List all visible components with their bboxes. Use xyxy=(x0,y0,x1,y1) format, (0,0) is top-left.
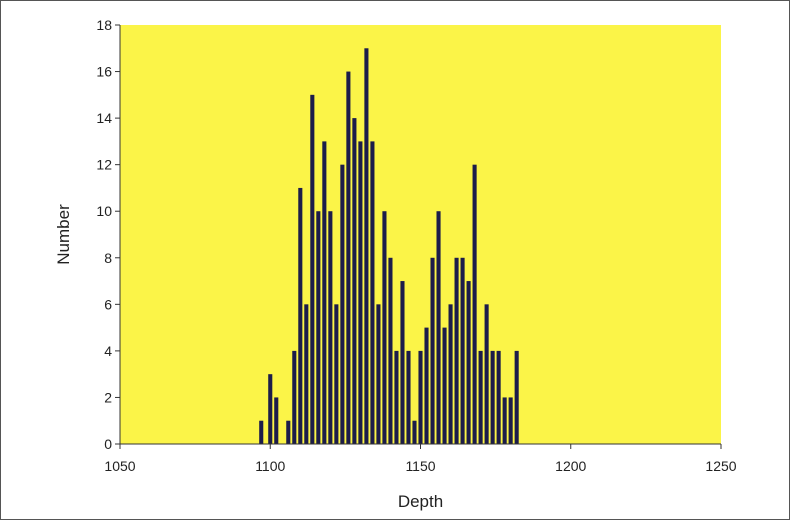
bar xyxy=(268,374,273,444)
axes-group: 0 2 4 6 8 10 12 14 16 18 1050 1100 1150 1200 1250 xyxy=(96,17,736,474)
bars-group xyxy=(259,48,519,445)
bar xyxy=(316,211,321,444)
x-tick-label: 1250 xyxy=(705,458,736,474)
bar xyxy=(412,420,417,444)
bar xyxy=(406,350,411,444)
bar xyxy=(310,94,315,444)
bar xyxy=(484,304,489,444)
bar xyxy=(358,141,363,444)
bar xyxy=(430,257,435,444)
y-tick-label: 12 xyxy=(96,157,112,173)
bar xyxy=(442,327,447,444)
bar xyxy=(382,211,387,444)
y-tick-label: 14 xyxy=(96,110,112,126)
x-tick-label: 1050 xyxy=(104,458,135,474)
bar xyxy=(286,420,291,444)
bar xyxy=(502,397,507,444)
bar xyxy=(424,327,429,444)
bar xyxy=(298,187,303,444)
bar xyxy=(364,48,369,444)
bar xyxy=(418,350,423,444)
bar xyxy=(328,211,333,444)
y-axis-title: Number xyxy=(54,204,73,265)
y-tick-label: 18 xyxy=(96,17,112,33)
x-tick-label: 1100 xyxy=(255,458,285,474)
bar xyxy=(496,350,501,444)
bar xyxy=(508,397,513,444)
y-tick-label: 8 xyxy=(104,250,112,266)
bar xyxy=(304,304,309,444)
bar xyxy=(274,397,279,444)
bar xyxy=(376,304,381,444)
bar xyxy=(334,304,339,444)
bar xyxy=(370,141,375,444)
y-tick-label: 2 xyxy=(104,389,112,405)
y-tick-label: 0 xyxy=(104,436,112,452)
bar xyxy=(436,211,441,444)
bar xyxy=(352,118,357,445)
bar xyxy=(454,257,459,444)
bar xyxy=(259,420,264,444)
bar xyxy=(472,164,477,445)
bar xyxy=(394,350,399,444)
bar xyxy=(460,257,465,444)
bar xyxy=(346,71,351,444)
bar xyxy=(466,281,471,444)
x-tick-label: 1150 xyxy=(405,458,435,474)
bar xyxy=(388,257,393,444)
y-tick-label: 6 xyxy=(104,296,112,312)
bar xyxy=(340,164,345,445)
bar xyxy=(322,141,327,444)
bar xyxy=(514,350,519,444)
bar xyxy=(478,350,483,444)
y-tick-label: 16 xyxy=(96,64,112,80)
bar xyxy=(448,304,453,444)
y-tick-label: 10 xyxy=(96,203,112,219)
bar xyxy=(400,281,405,444)
bar xyxy=(490,350,495,444)
y-tick-label: 4 xyxy=(104,343,112,359)
bar xyxy=(292,350,297,444)
x-tick-label: 1200 xyxy=(555,458,586,474)
x-axis-title: Depth xyxy=(398,492,443,511)
